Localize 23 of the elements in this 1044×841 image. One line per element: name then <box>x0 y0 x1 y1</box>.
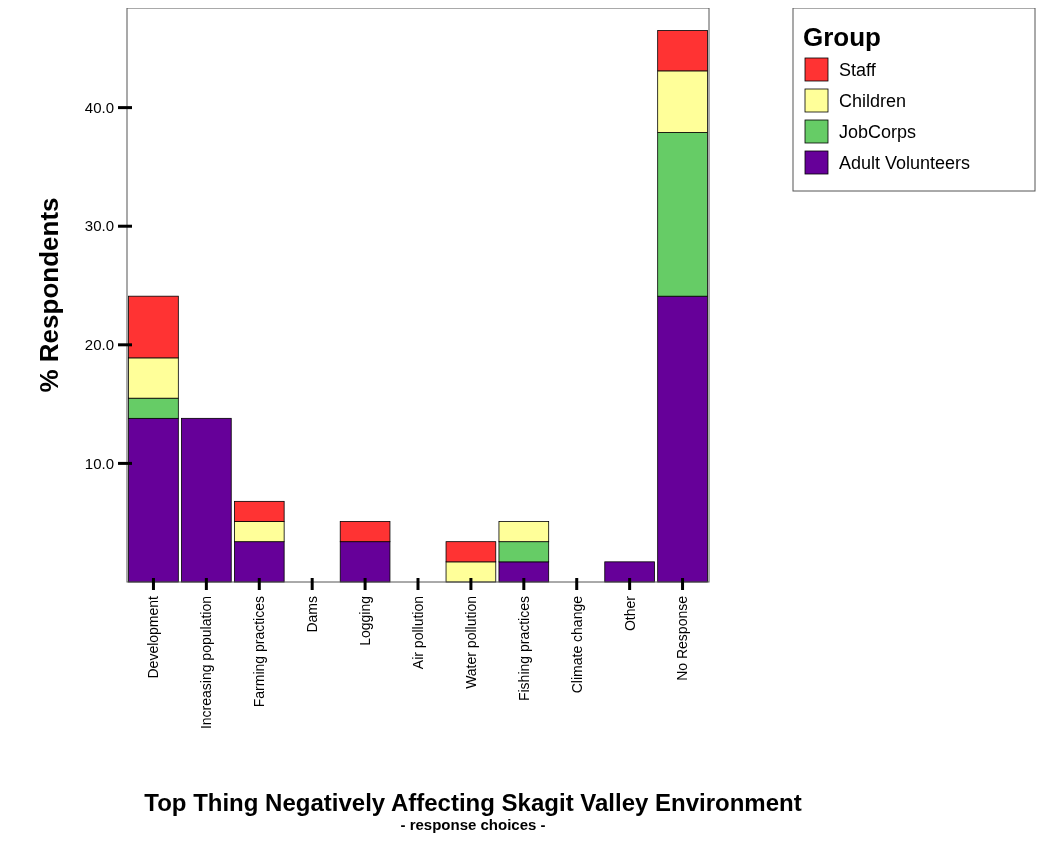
legend-title: Group <box>803 22 881 52</box>
x-tick-label: No Response <box>674 595 691 681</box>
x-tick-label: Climate change <box>568 595 585 694</box>
legend-label: Adult Volunteers <box>839 153 971 174</box>
x-tick-label: Increasing population <box>198 596 215 730</box>
x-tick-label: Dams <box>304 596 321 633</box>
y-tick-label: 10.0 <box>84 454 114 472</box>
y-tick-label: 40.0 <box>84 98 114 116</box>
x-axis-title: Top Thing Negatively Affecting Skagit Valley Environment <box>144 789 802 816</box>
x-tick-label: Farming practices <box>251 596 268 708</box>
x-tick-label: Development <box>145 595 162 679</box>
legend-label: Children <box>839 91 907 112</box>
x-tick-label: Other <box>621 595 638 632</box>
legend-label: JobCorps <box>839 122 917 143</box>
y-tick-label: 20.0 <box>84 336 114 354</box>
x-tick-label: Water pollution <box>462 596 479 689</box>
x-tick-label: Air pollution <box>409 596 426 670</box>
x-tick-label: Fishing practices <box>515 596 532 702</box>
legend-label: Staff <box>839 60 877 81</box>
y-tick-label: 30.0 <box>84 217 114 235</box>
y-axis-title: % Respondents <box>34 197 64 393</box>
text: - response choices - <box>400 816 546 833</box>
x-tick-label: Logging <box>356 596 373 646</box>
